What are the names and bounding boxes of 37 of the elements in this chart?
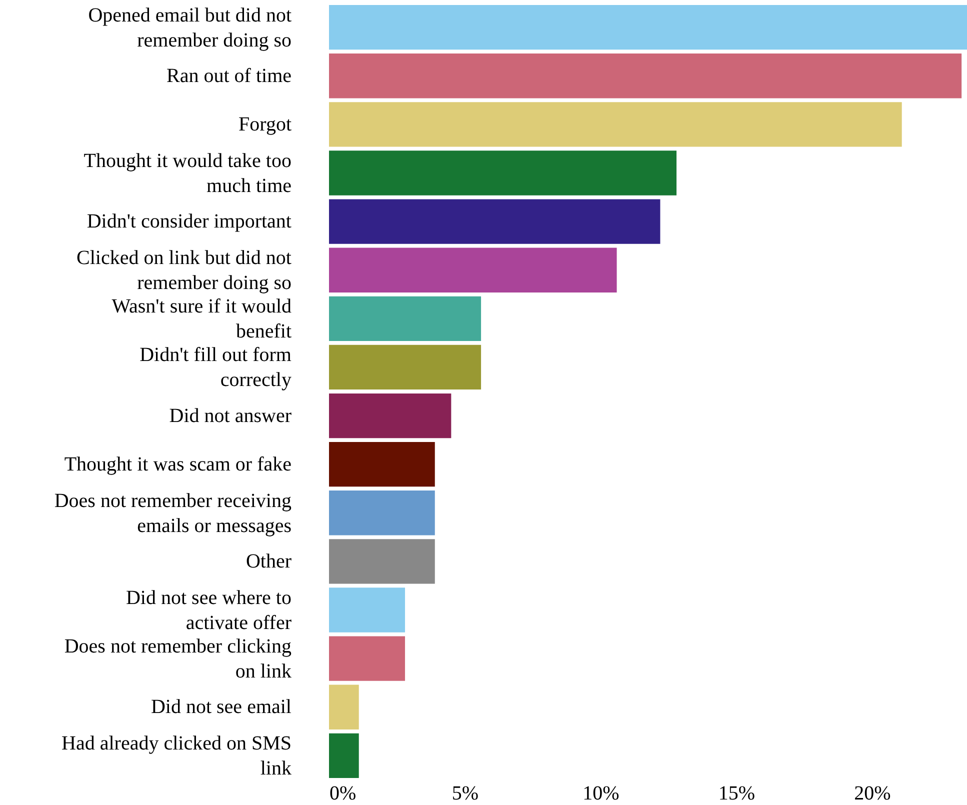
bar (329, 636, 406, 681)
bar (329, 150, 677, 196)
x-tick-label: 10% (582, 782, 620, 804)
x-tick-label: 0% (330, 782, 356, 804)
y-tick-label: Thought it would take too much time (84, 150, 292, 197)
bar (329, 54, 962, 98)
bar (329, 490, 435, 536)
y-tick-label: Thought it was scam or fake (64, 453, 292, 476)
x-tick-label: 15% (718, 782, 756, 804)
bar (329, 442, 435, 487)
bar (329, 733, 359, 778)
bar (329, 248, 617, 292)
x-tick-label: 20% (854, 782, 891, 804)
y-tick-label: Didn't fill out form correctly (140, 344, 292, 392)
y-tick-label: Had already clicked on SMS link (62, 732, 292, 780)
y-tick-label: Ran out of time (166, 64, 292, 87)
bar (329, 102, 902, 147)
x-tick-label: 5% (452, 782, 479, 804)
y-tick-label: Didn't consider important (86, 210, 292, 233)
y-tick-label: Did not answer (169, 404, 292, 427)
bar (329, 684, 359, 730)
bar (329, 588, 406, 632)
y-tick-label: Clicked on link but did not remember doing so (76, 247, 292, 294)
y-tick-label: Did not see email (150, 696, 292, 718)
y-tick-label: Does not remember receiving emails or messages (54, 490, 292, 537)
bar (329, 539, 435, 584)
bar (329, 4, 967, 50)
bar (329, 296, 482, 341)
y-tick-label: Did not see where to activate offer (126, 587, 292, 634)
bar (329, 344, 482, 390)
y-tick-label: Does not remember clicking on link (64, 636, 292, 683)
bar (329, 199, 660, 244)
y-tick-label: Wasn't sure if it would benefit (112, 296, 292, 343)
y-tick-label: Other (246, 550, 292, 572)
bar (329, 393, 452, 438)
y-tick-label: Opened email but did not remember doing so (88, 4, 292, 52)
y-tick-label: Forgot (238, 113, 292, 136)
